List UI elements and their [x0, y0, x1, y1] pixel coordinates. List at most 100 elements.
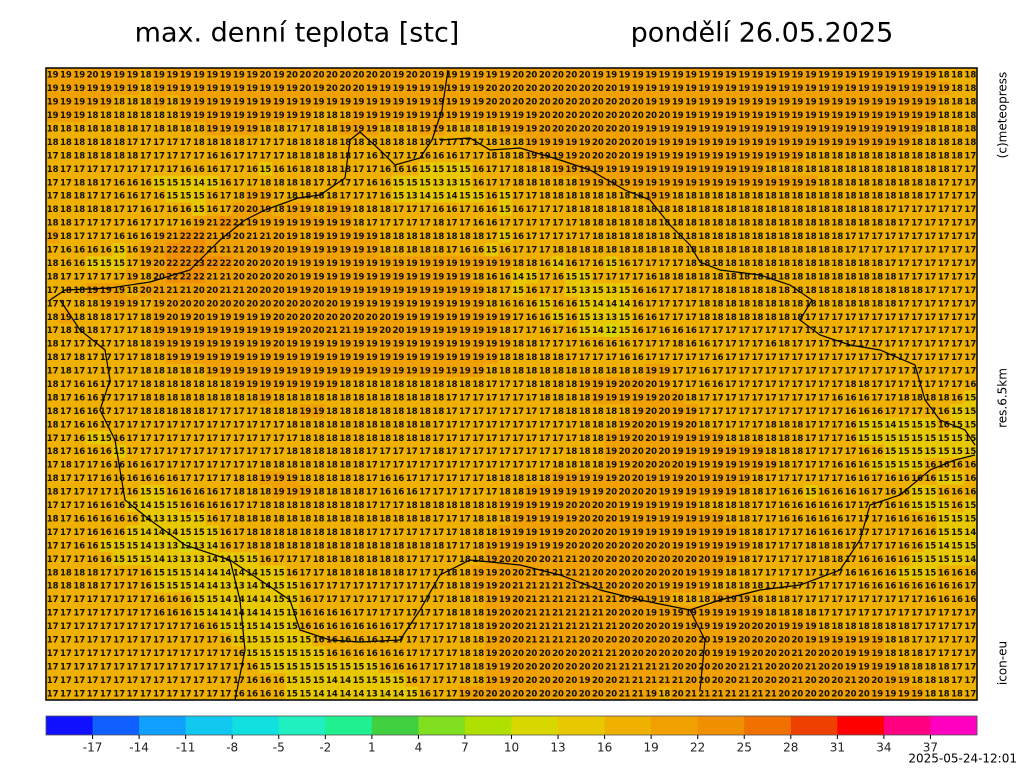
cell-value: 18: [778, 286, 790, 296]
cell-value: 16: [645, 313, 657, 323]
cell-value: 19: [366, 111, 378, 121]
cell-value: 18: [738, 313, 750, 323]
cell-value: 18: [499, 367, 511, 377]
cell-value: 19: [60, 98, 72, 108]
cell-value: 18: [752, 205, 764, 215]
cell-value: 19: [499, 111, 511, 121]
cell-value: 19: [193, 326, 205, 336]
cell-value: 17: [818, 420, 830, 430]
cell-value: 18: [406, 380, 418, 390]
cell-value: 18: [366, 434, 378, 444]
cell-value: 17: [153, 138, 165, 148]
cell-value: 18: [698, 501, 710, 511]
cell-value: 16: [486, 219, 498, 229]
cell-value: 20: [339, 84, 351, 94]
cell: [99, 68, 113, 82]
cell-value: 19: [419, 272, 431, 282]
cell-value: 17: [260, 420, 272, 430]
cell-value: 17: [446, 420, 458, 430]
cell-value: 17: [459, 205, 471, 215]
cell-value: 20: [233, 259, 245, 269]
cell-value: 19: [47, 98, 59, 108]
cell-value: 19: [672, 84, 684, 94]
cell-value: 17: [964, 259, 976, 269]
cell-value: 19: [672, 407, 684, 417]
cell-value: 19: [406, 98, 418, 108]
cell: [671, 68, 685, 82]
cell-value: 16: [87, 420, 99, 430]
cell-value: 16: [565, 299, 577, 309]
cell-value: 19: [592, 380, 604, 390]
cell-value: 12: [605, 326, 617, 336]
cell-value: 22: [193, 232, 205, 242]
cell-value: 20: [353, 84, 365, 94]
cell-value: 17: [459, 541, 471, 551]
cell-value: 19: [286, 474, 298, 484]
cell-value: 17: [659, 340, 671, 350]
cell-value: 16: [712, 380, 724, 390]
cell-value: 18: [73, 353, 85, 363]
cell-value: 18: [738, 434, 750, 444]
cell-value: 17: [379, 528, 391, 538]
cell: [391, 81, 406, 96]
cell-value: 19: [845, 125, 857, 135]
cell-value: 18: [858, 192, 870, 202]
cell-value: 17: [951, 326, 963, 336]
cell-value: 20: [592, 528, 604, 538]
cell: [258, 68, 273, 82]
cell-value: 18: [818, 259, 830, 269]
cell-value: 19: [752, 447, 764, 457]
cell-value: 19: [326, 353, 338, 363]
cell-value: 17: [166, 447, 178, 457]
cell-value: 17: [592, 353, 604, 363]
cell-value: 18: [592, 407, 604, 417]
cell-value: 16: [539, 313, 551, 323]
cell-value: 17: [938, 178, 950, 188]
cell-value: 17: [539, 407, 551, 417]
cell-value: 18: [925, 178, 937, 188]
cell-value: 18: [964, 111, 976, 121]
cell-value: 17: [765, 488, 777, 498]
cell-value: 19: [286, 259, 298, 269]
cell-value: 19: [818, 98, 830, 108]
cell-value: 19: [432, 286, 444, 296]
cell-value: 16: [379, 192, 391, 202]
cell-value: 17: [898, 407, 910, 417]
cell-value: 15: [166, 192, 178, 202]
cell-value: 18: [286, 407, 298, 417]
cell-value: 20: [605, 541, 617, 551]
cell-value: 16: [964, 474, 976, 484]
cell-value: 18: [499, 326, 511, 336]
cell-value: 18: [140, 84, 152, 94]
cell-value: 19: [659, 367, 671, 377]
cell-value: 17: [153, 219, 165, 229]
cell-value: 17: [539, 272, 551, 282]
cell-value: 19: [220, 111, 232, 121]
cell-value: 17: [166, 420, 178, 430]
cell-value: 18: [698, 246, 710, 256]
cell-value: 17: [845, 326, 857, 336]
cell-value: 17: [193, 447, 205, 457]
cell-value: 18: [472, 125, 484, 135]
cell-value: 17: [446, 447, 458, 457]
cell-value: 17: [127, 380, 139, 390]
cell-value: 19: [712, 138, 724, 148]
cell-value: 17: [818, 313, 830, 323]
cell-value: 18: [712, 192, 724, 202]
cell-value: 15: [166, 178, 178, 188]
cell-value: 19: [659, 474, 671, 484]
cell-value: 17: [180, 447, 192, 457]
cell-value: 18: [393, 125, 405, 135]
cell-value: 20: [246, 246, 258, 256]
cell-value: 16: [871, 447, 883, 457]
cell-value: 18: [472, 528, 484, 538]
cell-value: 18: [526, 367, 538, 377]
cell: [790, 68, 805, 82]
cell-value: 18: [605, 192, 617, 202]
cell-value: 17: [246, 447, 258, 457]
cell: [524, 81, 539, 96]
cell-value: 20: [565, 125, 577, 135]
cell-value: 18: [299, 151, 311, 161]
cell-value: 17: [885, 393, 897, 403]
cell-value: 18: [246, 541, 258, 551]
